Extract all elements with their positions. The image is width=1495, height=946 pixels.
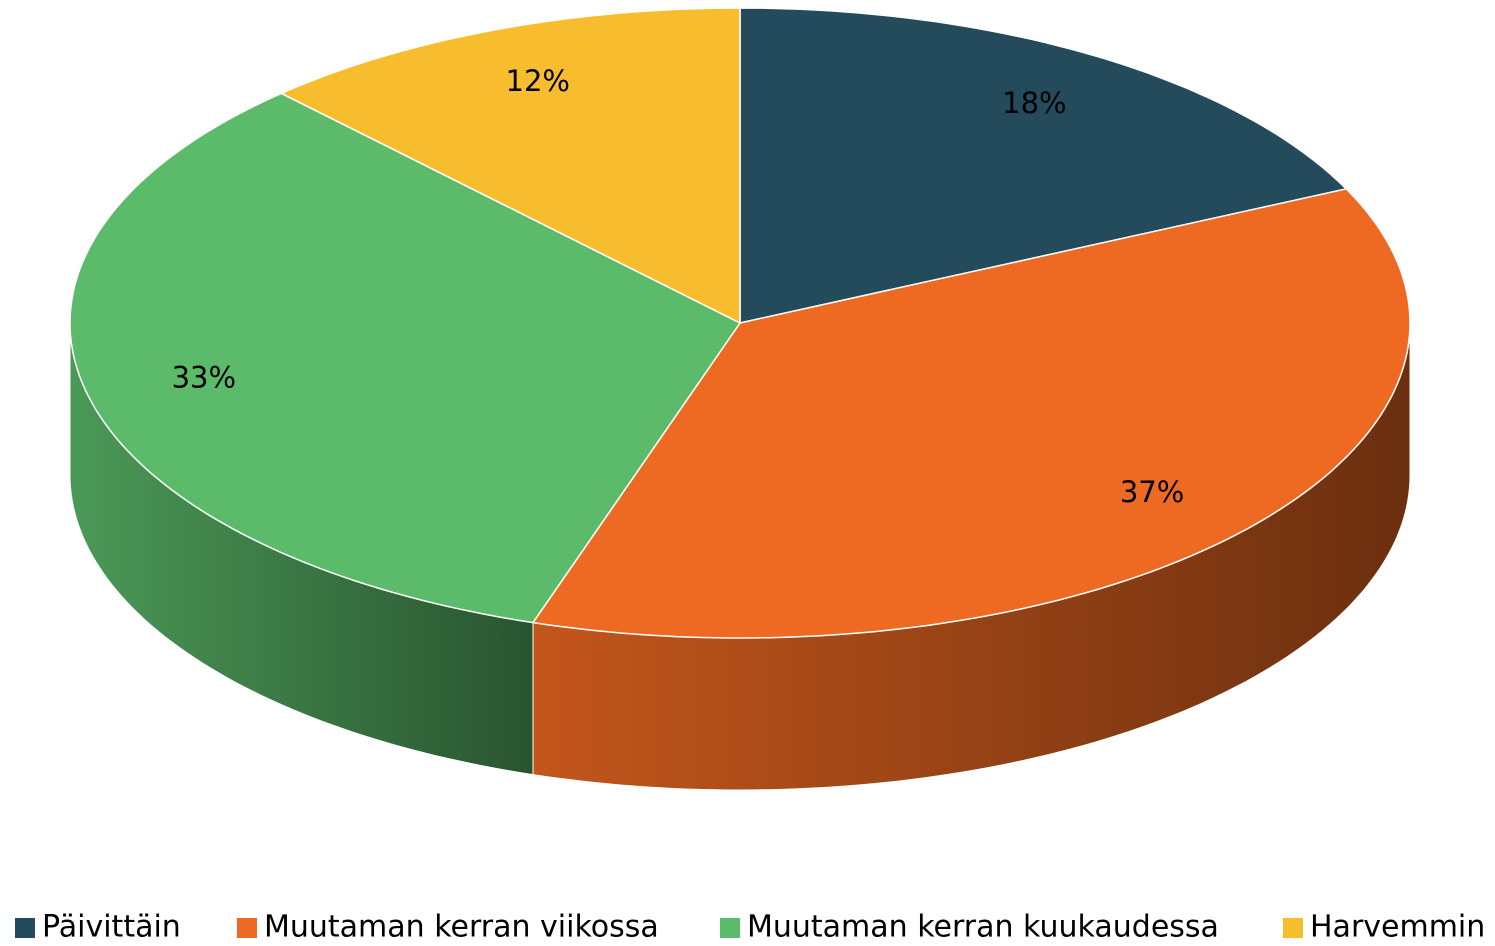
legend-label: Harvemmin [1310, 910, 1485, 945]
slice [279, 7, 741, 325]
data-label: 18% [1002, 86, 1066, 120]
legend-label: Muutaman kerran viikossa [264, 910, 659, 945]
data-label: 12% [506, 64, 570, 98]
legend-swatch [15, 918, 35, 938]
legend-swatch [720, 918, 740, 938]
slice [739, 7, 1348, 324]
data-label: 33% [172, 360, 236, 394]
slice [531, 188, 1411, 639]
legend-swatch [1283, 918, 1303, 938]
data-label: 37% [1120, 475, 1184, 509]
slice [69, 92, 742, 624]
legend-swatch [237, 918, 257, 938]
legend-label: Muutaman kerran kuukaudessa [747, 910, 1219, 945]
legend-label: Päivittäin [42, 910, 181, 945]
